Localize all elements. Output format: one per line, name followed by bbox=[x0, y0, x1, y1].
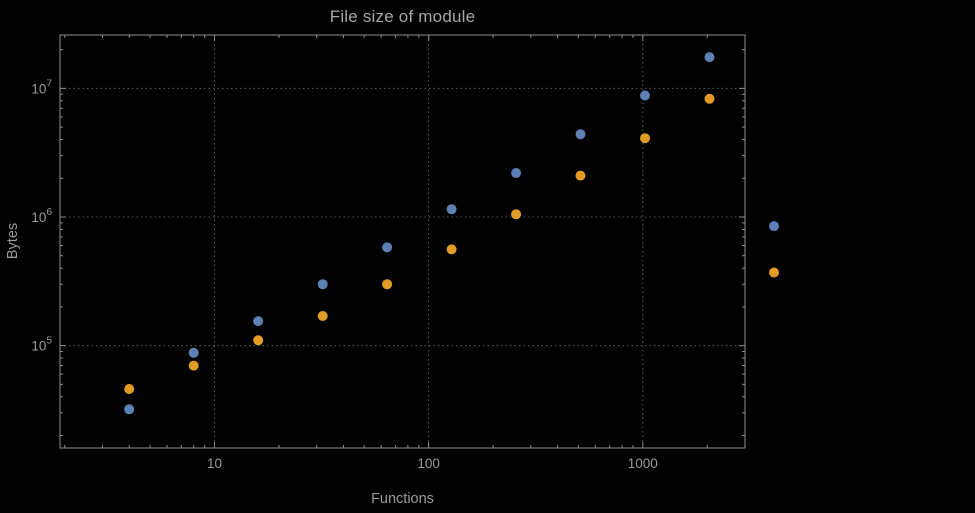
series-blue-point bbox=[253, 316, 264, 327]
series-orange-point bbox=[575, 170, 586, 181]
chart-title: File size of module bbox=[329, 7, 476, 26]
series-orange-point bbox=[124, 384, 135, 394]
series-orange-point bbox=[317, 311, 328, 321]
series-orange-point bbox=[446, 244, 457, 255]
series-orange-point bbox=[640, 133, 650, 144]
series-blue-point bbox=[382, 242, 393, 253]
series-blue-point bbox=[511, 168, 522, 178]
y-tick-label: 106 bbox=[31, 207, 52, 225]
series-blue-point bbox=[769, 221, 779, 232]
series-blue-point bbox=[446, 204, 457, 215]
x-axis-label: Functions bbox=[371, 491, 434, 507]
series-orange-point bbox=[704, 93, 715, 104]
y-tick-label: 105 bbox=[31, 336, 52, 354]
series-blue-point bbox=[124, 404, 135, 415]
series-orange-point bbox=[382, 279, 393, 290]
series-blue-point bbox=[317, 279, 328, 290]
x-tick-label: 100 bbox=[417, 456, 440, 471]
series-orange-point bbox=[188, 360, 199, 371]
plot-frame bbox=[59, 34, 746, 449]
series-blue-point bbox=[575, 129, 586, 140]
series-blue-point bbox=[704, 52, 715, 63]
series-orange-point bbox=[253, 335, 264, 346]
series-blue-point bbox=[188, 347, 199, 358]
series-orange-point bbox=[511, 209, 522, 220]
x-tick-label: 1000 bbox=[628, 456, 658, 471]
series-orange-point bbox=[769, 267, 779, 278]
y-tick-label: 107 bbox=[31, 78, 52, 96]
x-tick-label: 10 bbox=[207, 456, 222, 471]
series-blue-point bbox=[640, 90, 650, 101]
